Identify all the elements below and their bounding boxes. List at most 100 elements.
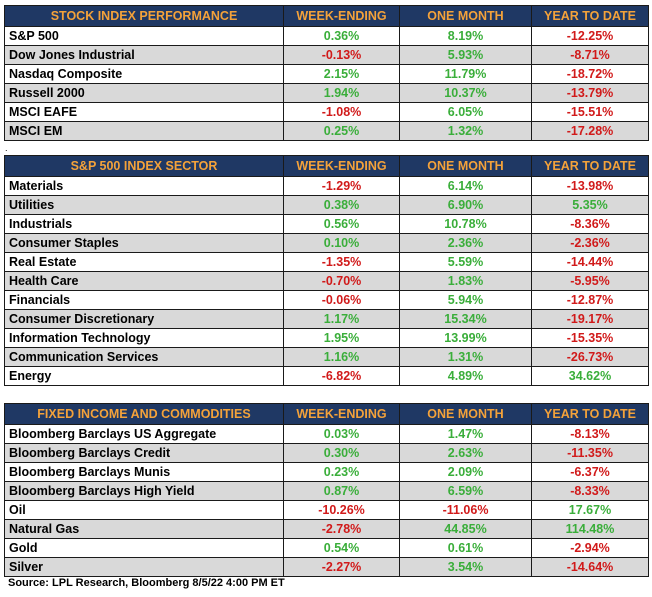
column-header: YEAR TO DATE (531, 403, 649, 425)
table-row: Russell 2000 1.94% 10.37% -13.79% (4, 83, 649, 103)
row-label: Gold (4, 538, 284, 558)
one-month-value: 11.79% (399, 64, 532, 84)
row-label: Oil (4, 500, 284, 520)
year-to-date-value: -6.37% (531, 462, 649, 482)
one-month-value: 2.09% (399, 462, 532, 482)
year-to-date-value: -13.98% (531, 176, 649, 196)
week-ending-value: -2.27% (283, 557, 400, 577)
week-ending-value: 0.30% (283, 443, 400, 463)
year-to-date-value: -15.51% (531, 102, 649, 122)
table-row: Oil -10.26% -11.06% 17.67% (4, 500, 649, 520)
table-row: Bloomberg Barclays Credit 0.30% 2.63% -11.3… (4, 443, 649, 463)
row-label: Russell 2000 (4, 83, 284, 103)
one-month-value: 1.31% (399, 347, 532, 367)
one-month-value: 15.34% (399, 309, 532, 329)
table-row: Industrials 0.56% 10.78% -8.36% (4, 214, 649, 234)
row-label: MSCI EAFE (4, 102, 284, 122)
week-ending-value: -1.35% (283, 252, 400, 272)
week-ending-value: 0.54% (283, 538, 400, 558)
column-header: ONE MONTH (399, 403, 532, 425)
row-label: Natural Gas (4, 519, 284, 539)
row-label: S&P 500 (4, 26, 284, 46)
row-label: Consumer Staples (4, 233, 284, 253)
one-month-value: 0.61% (399, 538, 532, 558)
year-to-date-value: -17.28% (531, 121, 649, 141)
one-month-value: 2.63% (399, 443, 532, 463)
row-label: Nasdaq Composite (4, 64, 284, 84)
table-row: Information Technology 1.95% 13.99% -15.35% (4, 328, 649, 348)
row-label: Financials (4, 290, 284, 310)
row-label: Consumer Discretionary (4, 309, 284, 329)
column-header: ONE MONTH (399, 155, 532, 177)
section-title: S&P 500 INDEX SECTOR (4, 155, 284, 177)
row-label: Information Technology (4, 328, 284, 348)
one-month-value: 10.78% (399, 214, 532, 234)
one-month-value: 3.54% (399, 557, 532, 577)
year-to-date-value: -14.64% (531, 557, 649, 577)
row-label: Bloomberg Barclays US Aggregate (4, 424, 284, 444)
table-row: Consumer Staples 0.10% 2.36% -2.36% (4, 233, 649, 253)
one-month-value: 4.89% (399, 366, 532, 386)
row-label: Energy (4, 366, 284, 386)
table-row: Energy -6.82% 4.89% 34.62% (4, 366, 649, 386)
row-label: MSCI EM (4, 121, 284, 141)
year-to-date-value: -18.72% (531, 64, 649, 84)
section-title: STOCK INDEX PERFORMANCE (4, 5, 284, 27)
table-row: Real Estate -1.35% 5.59% -14.44% (4, 252, 649, 272)
separator-mark: . (5, 143, 8, 153)
sector-table: S&P 500 INDEX SECTOR WEEK-ENDING ONE MONTH… (4, 155, 649, 386)
table-row: MSCI EAFE -1.08% 6.05% -15.51% (4, 102, 649, 122)
week-ending-value: 1.16% (283, 347, 400, 367)
year-to-date-value: 5.35% (531, 195, 649, 215)
table-row: Consumer Discretionary 1.17% 15.34% -19.17% (4, 309, 649, 329)
table-row: Communication Services 1.16% 1.31% -26.73% (4, 347, 649, 367)
header-row: FIXED INCOME AND COMMODITIES WEEK-ENDING O… (4, 403, 649, 425)
header-row: STOCK INDEX PERFORMANCE WEEK-ENDING ONE MO… (4, 5, 649, 27)
week-ending-value: 0.87% (283, 481, 400, 501)
week-ending-value: 0.25% (283, 121, 400, 141)
one-month-value: 13.99% (399, 328, 532, 348)
year-to-date-value: -5.95% (531, 271, 649, 291)
week-ending-value: 1.95% (283, 328, 400, 348)
table-row: Financials -0.06% 5.94% -12.87% (4, 290, 649, 310)
week-ending-value: 0.10% (283, 233, 400, 253)
table-row: Bloomberg Barclays Munis 0.23% 2.09% -6.37% (4, 462, 649, 482)
table-row: Bloomberg Barclays High Yield 0.87% 6.59% -… (4, 481, 649, 501)
table-row: Gold 0.54% 0.61% -2.94% (4, 538, 649, 558)
one-month-value: 6.90% (399, 195, 532, 215)
year-to-date-value: -19.17% (531, 309, 649, 329)
table-row: MSCI EM 0.25% 1.32% -17.28% (4, 121, 649, 141)
column-header: YEAR TO DATE (531, 5, 649, 27)
week-ending-value: -2.78% (283, 519, 400, 539)
one-month-value: 5.59% (399, 252, 532, 272)
table-row: Nasdaq Composite 2.15% 11.79% -18.72% (4, 64, 649, 84)
year-to-date-value: -12.25% (531, 26, 649, 46)
week-ending-value: -0.70% (283, 271, 400, 291)
one-month-value: 1.83% (399, 271, 532, 291)
week-ending-value: 0.38% (283, 195, 400, 215)
row-label: Bloomberg Barclays Munis (4, 462, 284, 482)
year-to-date-value: 17.67% (531, 500, 649, 520)
one-month-value: 2.36% (399, 233, 532, 253)
year-to-date-value: 34.62% (531, 366, 649, 386)
one-month-value: 10.37% (399, 83, 532, 103)
table-row: Bloomberg Barclays US Aggregate 0.03% 1.47… (4, 424, 649, 444)
column-header: WEEK-ENDING (283, 155, 400, 177)
column-header: WEEK-ENDING (283, 403, 400, 425)
year-to-date-value: -8.33% (531, 481, 649, 501)
table-row: Silver -2.27% 3.54% -14.64% (4, 557, 649, 577)
table-row: Health Care -0.70% 1.83% -5.95% (4, 271, 649, 291)
year-to-date-value: 114.48% (531, 519, 649, 539)
year-to-date-value: -12.87% (531, 290, 649, 310)
column-header: ONE MONTH (399, 5, 532, 27)
week-ending-value: 0.56% (283, 214, 400, 234)
row-label: Bloomberg Barclays Credit (4, 443, 284, 463)
week-ending-value: 2.15% (283, 64, 400, 84)
fixed-income-table: FIXED INCOME AND COMMODITIES WEEK-ENDING O… (4, 403, 649, 577)
table-row: S&P 500 0.36% 8.19% -12.25% (4, 26, 649, 46)
year-to-date-value: -8.13% (531, 424, 649, 444)
row-label: Industrials (4, 214, 284, 234)
week-ending-value: -6.82% (283, 366, 400, 386)
row-label: Silver (4, 557, 284, 577)
row-label: Health Care (4, 271, 284, 291)
